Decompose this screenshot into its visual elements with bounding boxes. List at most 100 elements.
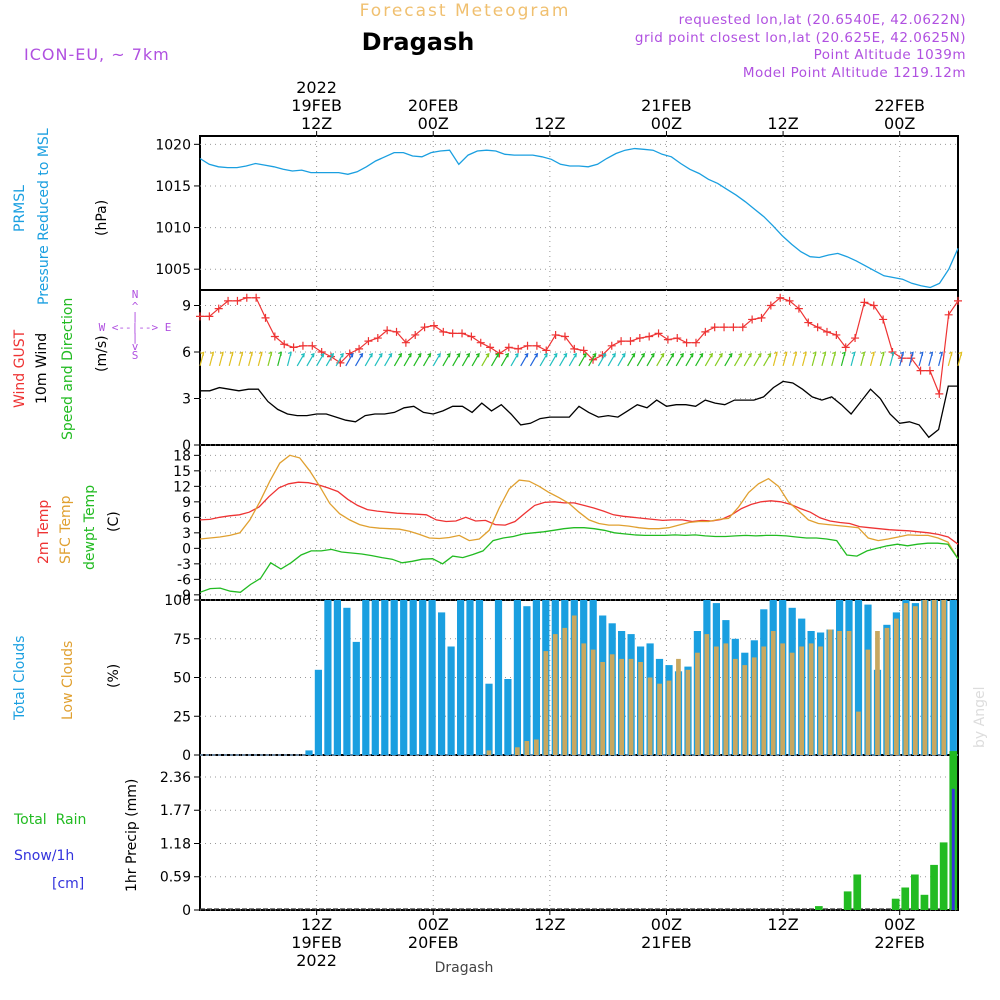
bottom-time-label-3-0: 00Z [651, 915, 682, 934]
gust-marker-8 [270, 332, 279, 341]
low-cloud-bar-35 [534, 739, 539, 755]
total-cloud-bar-23 [419, 600, 427, 755]
gust-marker-57 [729, 323, 738, 332]
total-cloud-bar-16 [352, 641, 360, 755]
temp2m-line [199, 481, 959, 545]
ytick-label-0-2: 1015 [155, 179, 191, 195]
low-cloud-bar-75 [913, 606, 918, 755]
low-cloud-bar-59 [761, 646, 767, 755]
gust-marker-32 [495, 349, 504, 358]
gust-marker-50 [663, 335, 672, 344]
low-cloud-bar-37 [552, 634, 558, 755]
wind-dir-arrow-34 [529, 352, 539, 367]
compass-rose: N ^ | W <--|--> E | v S [99, 288, 172, 362]
wind-dir-arrow-53 [714, 352, 723, 367]
ytick-label-4-3: 1.77 [160, 803, 191, 819]
wind-dir-arrow-65 [831, 351, 837, 367]
low-cloud-bar-46 [638, 662, 643, 755]
total-cloud-bar-31 [494, 600, 503, 755]
model-altitude: Model Point Altitude 1219.12m [743, 65, 966, 81]
bottom-time-label-5-0: 00Z [884, 915, 915, 934]
wind-dir-arrow-60 [782, 351, 788, 367]
wind-dir-arrow-67 [850, 351, 856, 367]
subtitle: Forecast Meteogram [360, 1, 571, 21]
credit-watermark: by Angel [972, 687, 988, 748]
gust-marker-20 [383, 326, 392, 335]
gust-marker-10 [289, 343, 298, 352]
top-time-label-3-0: 21FEB [641, 96, 692, 115]
gust-marker-1 [205, 312, 214, 321]
gust-marker-73 [879, 315, 888, 324]
wind-dir-arrow-36 [549, 352, 558, 367]
gust-marker-51 [673, 334, 682, 343]
top-time-label-2-0: 12Z [534, 114, 565, 133]
total-cloud-bar-12 [314, 669, 322, 756]
gust-marker-58 [738, 323, 747, 332]
gust-marker-71 [860, 298, 869, 307]
page-title: Dragash [362, 28, 475, 56]
ytick-label-4-4: 2.36 [160, 770, 191, 786]
pressure-label-2: Pressure Reduced to MSL [36, 128, 52, 305]
wind-dir-arrow-13 [325, 352, 335, 367]
low-cloud-bar-72 [884, 627, 890, 755]
bottom-time-label-4-0: 12Z [767, 915, 798, 934]
low-cloud-bar-53 [704, 634, 710, 755]
low-cloud-bar-48 [657, 683, 662, 755]
low-cloud-bar-69 [856, 711, 861, 755]
wind-dir-arrow-44 [627, 352, 636, 367]
gust-marker-23 [411, 330, 420, 339]
wind-dir-arrow-55 [733, 352, 743, 367]
wind-dir-arrow-5 [248, 351, 253, 367]
ytick-label-4-1: 0.59 [160, 870, 191, 886]
bottom-time-label-5-1: 22FEB [874, 933, 925, 952]
low-cloud-bar-30 [486, 750, 492, 755]
gust-marker-55 [710, 323, 719, 332]
wind-dir-arrow-45 [636, 352, 646, 367]
low-cloud-bar-78 [941, 600, 947, 755]
wind-dir-arrow-12 [316, 352, 325, 367]
bottom-time-label-0-0: 12Z [301, 915, 332, 934]
gust-marker-45 [617, 337, 626, 346]
low-cloud-bar-62 [789, 652, 795, 755]
wind-dir-arrow-26 [452, 352, 461, 367]
gust-marker-29 [467, 332, 476, 341]
low-cloud-bar-43 [609, 654, 615, 756]
gust-marker-7 [261, 313, 270, 322]
rain-bar-77 [939, 842, 948, 910]
gust-marker-39 [560, 332, 569, 341]
gust-marker-22 [401, 338, 410, 347]
wind-dir-arrow-40 [588, 352, 597, 367]
wind-dir-arrow-78 [957, 351, 963, 367]
ytick-label-2-6: 9 [182, 495, 191, 511]
wind-dir-arrow-32 [510, 352, 519, 367]
total-clouds-label: Total Clouds [12, 636, 28, 721]
precip-ylabel: 1hr Precip (mm) [124, 779, 140, 892]
dewpt-line [199, 527, 959, 593]
low-cloud-bar-54 [714, 646, 719, 755]
clouds-unit: (%) [106, 664, 122, 688]
wind-dir-arrow-10 [296, 352, 305, 367]
wind-dir-arrow-69 [869, 351, 875, 367]
ytick-label-4-0: 0 [182, 903, 191, 919]
wind-dir-arrow-38 [568, 352, 578, 367]
gust-marker-56 [720, 323, 729, 332]
gust-marker-35 [523, 341, 532, 350]
total-cloud-bar-35 [532, 600, 540, 755]
gust-marker-19 [373, 334, 382, 343]
gust-marker-53 [691, 338, 700, 347]
wind-dir-arrow-25 [442, 352, 451, 367]
wind-dir-arrow-18 [374, 352, 383, 367]
wind-dir-arrow-50 [685, 352, 694, 367]
ytick-label-2-9: 18 [173, 448, 191, 464]
gust-marker-37 [542, 346, 551, 355]
compass-bar1: | [132, 310, 139, 323]
gust-marker-46 [626, 337, 635, 346]
wind-dir-arrow-47 [656, 352, 665, 367]
wind-dir-arrow-28 [471, 352, 480, 367]
gridpoint-coords: grid point closest lon,lat (20.625E, 42.… [635, 30, 966, 46]
point-altitude: Point Altitude 1039m [814, 47, 966, 63]
gust-marker-80 [944, 310, 953, 319]
ytick-label-2-8: 15 [173, 464, 191, 480]
total-cloud-bar-14 [333, 600, 341, 755]
